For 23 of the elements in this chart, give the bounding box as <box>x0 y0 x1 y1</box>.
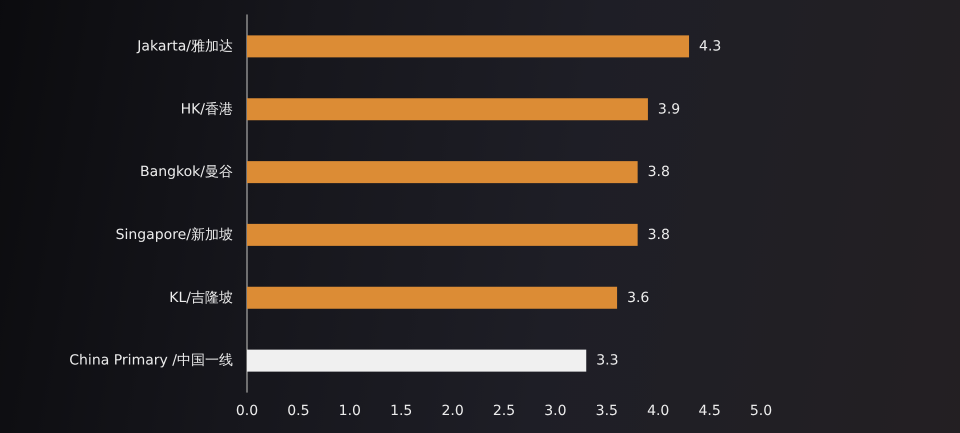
x-tick-label: 5.0 <box>750 403 772 419</box>
y-tick-label: Jakarta/雅加达 <box>136 38 233 54</box>
x-tick-label: 4.0 <box>647 403 670 419</box>
y-tick-label: Bangkok/曼谷 <box>140 164 233 180</box>
y-tick-label: HK/香港 <box>180 101 233 118</box>
x-tick-label: 4.5 <box>698 403 721 419</box>
data-label: 3.3 <box>596 352 619 369</box>
x-tick-label: 1.0 <box>338 403 361 419</box>
x-tick-label: 0.0 <box>236 403 258 419</box>
data-label: 3.8 <box>648 226 670 243</box>
x-tick-label: 3.5 <box>596 403 618 419</box>
x-tick-label: 3.0 <box>544 403 567 419</box>
x-tick-label: 2.5 <box>492 403 516 419</box>
x-tick-label: 2.0 <box>441 403 464 419</box>
data-label: 3.6 <box>627 290 650 306</box>
x-tick-label: 1.5 <box>390 403 412 419</box>
data-label: 3.8 <box>648 164 670 180</box>
y-tick-label: Singapore/新加坡 <box>116 226 233 243</box>
data-label: 3.9 <box>658 101 680 118</box>
x-tick-label: 0.5 <box>287 403 310 419</box>
data-label: 4.3 <box>699 38 722 54</box>
y-tick-label: China Primary /中国一线 <box>69 352 233 369</box>
y-tick-label: KL/吉隆坡 <box>169 290 233 306</box>
